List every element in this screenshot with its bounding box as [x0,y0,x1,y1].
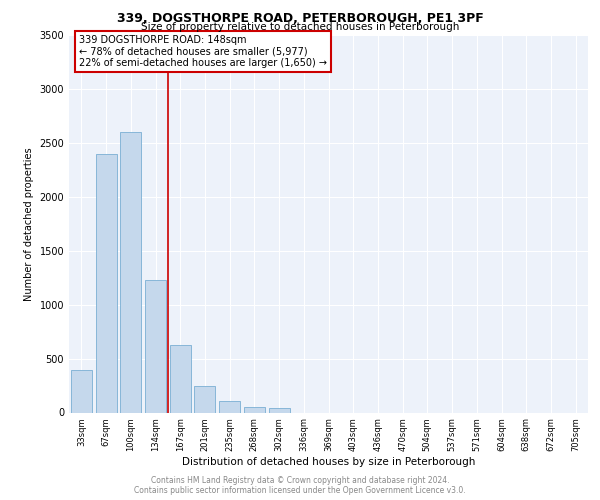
Bar [145,280,166,412]
Bar [244,406,265,412]
Bar [194,386,215,412]
Bar [269,408,290,412]
Bar [219,400,240,412]
Bar [120,132,141,412]
Bar [71,370,92,412]
Y-axis label: Number of detached properties: Number of detached properties [24,147,34,300]
Text: 339, DOGSTHORPE ROAD, PETERBOROUGH, PE1 3PF: 339, DOGSTHORPE ROAD, PETERBOROUGH, PE1 … [116,12,484,26]
X-axis label: Distribution of detached houses by size in Peterborough: Distribution of detached houses by size … [182,457,475,467]
Text: Contains HM Land Registry data © Crown copyright and database right 2024.
Contai: Contains HM Land Registry data © Crown c… [134,476,466,495]
Text: Size of property relative to detached houses in Peterborough: Size of property relative to detached ho… [141,22,459,32]
Text: 339 DOGSTHORPE ROAD: 148sqm
← 78% of detached houses are smaller (5,977)
22% of : 339 DOGSTHORPE ROAD: 148sqm ← 78% of det… [79,35,328,68]
Bar [170,344,191,412]
Bar [95,154,116,412]
